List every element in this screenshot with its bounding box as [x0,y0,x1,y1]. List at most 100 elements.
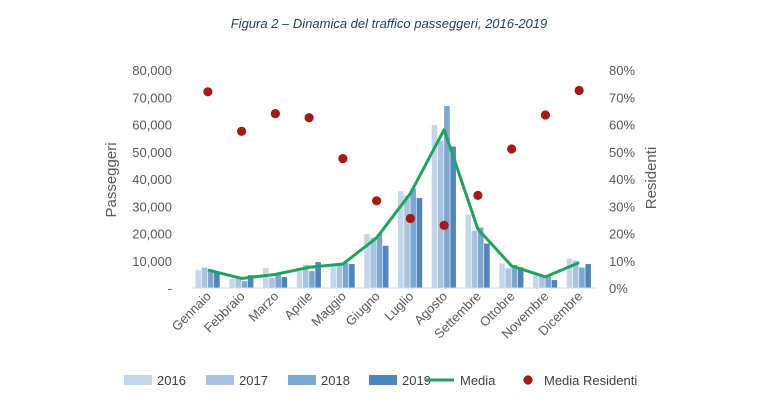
bar-2018-Dicembre [579,267,585,288]
y2-tick-label: 20% [609,227,635,242]
y-tick-label: 40,000 [132,172,172,187]
y2-axis-ticks: 0% 10% 20% 30% 40% 50% 60% 70% 80% [609,63,635,296]
dot-Novembre [540,110,550,120]
y2-tick-label: 70% [609,90,635,105]
y2-tick-label: 30% [609,199,635,214]
dot-Settembre [473,190,483,200]
bar-2018-Ottobre [511,265,518,288]
legend-label-2019: 2019 [402,373,431,388]
legend-swatch-2016 [124,375,152,385]
bar-2017-Dicembre [572,260,579,288]
x-tick-label: Maggio [308,289,349,330]
bar-2018-Agosto [444,105,450,288]
y2-axis-title: Residenti [643,147,660,210]
bar-2019-Dicembre [585,264,591,288]
y-tick-label: 20,000 [132,227,172,242]
bar-2016-Aprile [296,271,303,288]
legend: 2016 2017 2018 2019 Media Media Residenti [124,373,637,388]
bar-2019-Luglio [416,198,423,288]
bar-2016-Maggio [330,265,337,288]
legend-swatch-2019 [369,375,397,385]
dot-series [203,85,584,230]
y-tick-label: 50,000 [132,145,172,160]
dot-Giugno [372,196,382,206]
bar-2016-Novembre [532,274,539,288]
legend-label-2017: 2017 [239,373,268,388]
dot-Agosto [439,220,449,230]
x-tick-label: Giugno [343,289,383,329]
dot-Gennaio [203,87,213,97]
bar-2017-Agosto [437,140,444,288]
bar-2019-Settembre [484,243,490,288]
bar-2016-Settembre [465,214,472,288]
bar-2018-Novembre [545,276,551,288]
bar-2019-Agosto [450,146,456,288]
y-tick-label: 60,000 [132,118,172,133]
bar-2016-Gennaio [195,270,202,288]
y-tick-label: 70,000 [132,90,172,105]
y2-tick-label: 50% [609,145,635,160]
legend-swatch-Media Residenti [523,375,533,385]
bar-2019-Gennaio [214,272,220,288]
bar-2018-Luglio [410,188,416,288]
bar-2018-Marzo [275,273,281,288]
bar-2019-Giugno [382,245,389,288]
y-tick-label: - [168,281,172,296]
legend-label-2016: 2016 [157,373,186,388]
y2-tick-label: 10% [609,254,635,269]
bar-2017-Ottobre [505,268,512,288]
bar-2018-Febbraio [241,281,248,288]
bar-2016-Luglio [397,191,404,288]
bar-2016-Ottobre [499,263,505,288]
bar-2018-Gennaio [207,269,214,288]
bar-2017-Settembre [471,230,478,288]
y2-tick-label: 40% [609,172,635,187]
bar-2017-Febbraio [235,278,242,288]
bar-2018-Aprile [309,271,315,288]
y-tick-label: 80,000 [132,63,172,78]
line-series [207,128,580,280]
bar-2017-Novembre [539,275,545,288]
bar-2016-Febbraio [229,279,235,288]
bar-2016-Agosto [431,125,438,288]
dot-Luglio [405,213,415,224]
dot-Ottobre [507,144,517,154]
bar-2019-Aprile [315,262,321,288]
chart-title: Figura 2 – Dinamica del traffico passegg… [231,16,548,31]
x-tick-label: Marzo [245,289,281,325]
bar-2019-Novembre [551,280,558,288]
dot-Maggio [338,153,348,164]
legend-label-2018: 2018 [321,373,350,388]
dot-Febbraio [237,126,247,136]
y2-tick-label: 0% [609,281,628,296]
y2-tick-label: 80% [609,63,635,78]
bar-2018-Maggio [342,262,349,288]
bar-2017-Marzo [269,278,275,288]
legend-swatch-2017 [206,375,234,385]
bar-2017-Maggio [336,263,343,288]
bar-2016-Marzo [262,268,269,288]
dot-Dicembre [574,85,584,96]
line-Media [207,128,580,280]
bar-2019-Febbraio [247,275,254,288]
legend-label-Media Residenti: Media Residenti [544,373,637,388]
bar-series [195,105,591,288]
bar-2019-Marzo [281,277,288,288]
legend-label-Media: Media [460,373,496,388]
bar-2019-Ottobre [517,267,524,288]
bar-2016-Giugno [364,234,370,288]
y-axis-title: Passeggeri [103,142,120,217]
bar-2018-Settembre [477,227,484,288]
dot-Aprile [304,113,314,123]
y2-tick-label: 60% [609,118,635,133]
y-axis-ticks: - 10,000 20,000 30,000 40,000 50,000 60,000 70,… [132,63,172,296]
bar-2019-Maggio [349,264,355,288]
bar-2016-Dicembre [566,258,573,288]
bar-2018-Giugno [376,234,383,288]
y-tick-label: 10,000 [132,254,172,269]
bar-2017-Gennaio [201,267,208,288]
bar-2017-Luglio [404,195,410,288]
y-tick-label: 30,000 [132,199,172,214]
